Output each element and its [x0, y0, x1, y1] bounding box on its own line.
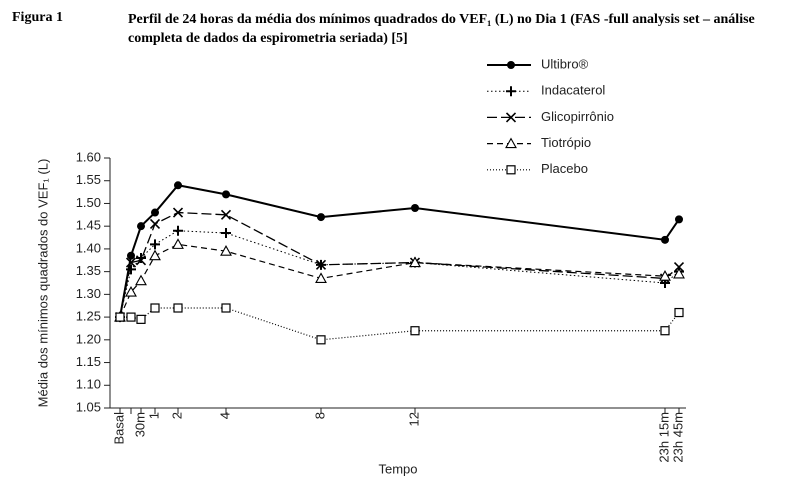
- x-tick-label: 4: [217, 412, 232, 419]
- legend-marker: [505, 112, 517, 123]
- chart-title: Perfil de 24 horas da média dos mínimos …: [128, 12, 755, 46]
- x-tick-label: 12: [406, 412, 421, 426]
- marker: [661, 235, 669, 244]
- series-line: [120, 307, 680, 341]
- x-axis-label: Tempo: [378, 461, 417, 476]
- marker: [409, 256, 421, 268]
- legend-marker: [506, 165, 516, 175]
- marker: [150, 239, 160, 250]
- marker: [220, 209, 232, 220]
- legend-label: Glicopirrônio: [541, 109, 614, 124]
- series-line: [119, 211, 680, 318]
- marker: [659, 270, 671, 281]
- marker: [127, 251, 135, 260]
- marker: [115, 312, 125, 322]
- marker: [136, 314, 146, 324]
- legend-label: Ultibro®: [541, 56, 589, 71]
- y-tick-label: 1.35: [76, 263, 101, 278]
- y-tick-label: 1.25: [76, 309, 101, 324]
- marker: [126, 312, 136, 322]
- y-tick-label: 1.30: [76, 286, 101, 301]
- marker: [135, 274, 147, 286]
- marker: [125, 285, 137, 297]
- marker: [221, 228, 231, 238]
- y-tick-label: 1.10: [76, 377, 101, 392]
- y-tick-label: 1.05: [76, 399, 101, 414]
- marker: [174, 181, 182, 190]
- marker: [173, 303, 183, 313]
- y-axis-label: Média dos mínimos quadrados do VEF₁ (L): [35, 159, 50, 408]
- marker: [135, 255, 147, 266]
- legend-marker: [506, 86, 516, 97]
- marker: [125, 257, 137, 268]
- marker: [675, 215, 683, 224]
- marker: [172, 238, 184, 249]
- marker: [315, 272, 327, 284]
- marker: [315, 259, 327, 270]
- figure-label: Figura 1: [12, 10, 63, 25]
- marker: [673, 267, 685, 279]
- marker: [674, 307, 684, 318]
- marker: [410, 326, 420, 336]
- legend-label: Indacaterol: [541, 83, 605, 98]
- marker: [411, 204, 419, 212]
- y-tick-label: 1.60: [76, 149, 101, 164]
- marker: [222, 190, 230, 199]
- series-line: [119, 184, 680, 318]
- marker: [172, 207, 184, 218]
- y-tick-label: 1.45: [76, 218, 101, 233]
- marker: [137, 222, 145, 231]
- legend-marker: [505, 137, 517, 149]
- legend-marker: [507, 61, 515, 69]
- series-line: [119, 243, 680, 318]
- x-tick-label: 23h 15m: [656, 412, 671, 463]
- marker: [126, 264, 136, 275]
- marker: [660, 326, 670, 336]
- x-tick-label: 30m: [132, 412, 147, 437]
- legend-label: Placebo: [541, 161, 588, 176]
- marker: [317, 213, 325, 222]
- marker: [150, 303, 160, 313]
- marker: [220, 245, 232, 256]
- y-tick-label: 1.55: [76, 172, 101, 187]
- marker: [151, 208, 159, 217]
- marker: [149, 218, 161, 229]
- x-tick-label: 2: [169, 412, 184, 419]
- marker: [173, 225, 183, 236]
- x-tick-label: 23h 45m: [670, 412, 685, 463]
- x-tick-label: Basal: [111, 412, 126, 445]
- x-tick-label: 1: [146, 412, 161, 419]
- x-tick-label: 8: [312, 412, 327, 419]
- series-line: [119, 230, 680, 318]
- marker: [149, 249, 161, 261]
- y-tick-label: 1.20: [76, 331, 101, 346]
- marker: [673, 262, 685, 273]
- marker: [316, 335, 326, 345]
- y-tick-label: 1.15: [76, 354, 101, 369]
- legend-label: Tiotrópio: [541, 135, 591, 150]
- y-tick-label: 1.50: [76, 195, 101, 210]
- marker: [221, 303, 231, 313]
- y-tick-label: 1.40: [76, 240, 101, 255]
